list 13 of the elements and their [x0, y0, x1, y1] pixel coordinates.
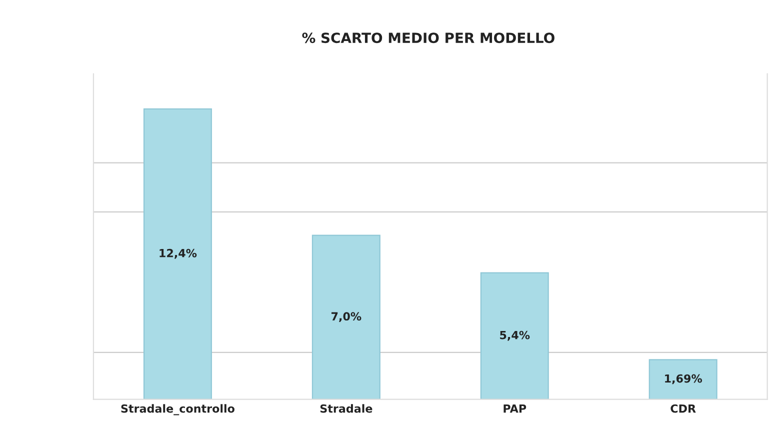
x-tick-label: Stradale_controllo: [121, 404, 234, 416]
bar: [312, 234, 380, 400]
bar: [648, 359, 718, 400]
x-tick-label: PAP: [504, 404, 526, 413]
data-label: 12,4%: [160, 248, 197, 259]
bar: [480, 272, 549, 400]
data-label: 5,4%: [500, 330, 530, 341]
x-tick-label: Stradale: [320, 404, 372, 413]
x-tick-label: CDR: [670, 404, 696, 413]
data-label: 1,69%: [665, 374, 702, 384]
bar: [143, 108, 212, 400]
chart-title: % SCARTO MEDIO PER MODELLO: [302, 32, 554, 44]
data-label: 7,0%: [332, 312, 362, 322]
